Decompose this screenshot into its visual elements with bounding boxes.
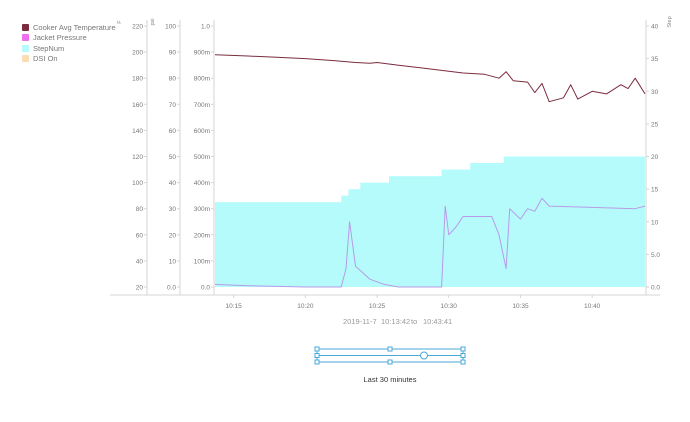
tick-label-temperature: 180 (132, 76, 143, 83)
legend-label: StepNum (33, 43, 65, 53)
axis-unit-step: Step (667, 16, 673, 27)
legend-item-dsi-on[interactable]: DSI On (22, 54, 116, 65)
legend-item-cooker-avg-temperature[interactable]: Cooker Avg Temperature (22, 22, 116, 33)
tick-label-pressure: 30 (169, 206, 177, 213)
legend-swatch (22, 23, 29, 31)
range-slider[interactable] (314, 346, 466, 365)
series-line-jacket-pressure (214, 197, 646, 288)
stepnum-area (215, 156, 645, 287)
tick-label-pressure: 80 (169, 76, 177, 83)
tick-label-pressure: 20 (169, 232, 177, 239)
tick-label-dsi: 200m (194, 232, 210, 239)
tick-label-dsi: 600m (194, 128, 210, 135)
plot-area (110, 54, 660, 296)
axis-unit-temperature: F (117, 20, 123, 24)
legend-swatch (22, 55, 29, 63)
tick-label-step: 25 (651, 121, 659, 128)
x-axis: 10:15 10:20 10:25 10:30 10:35 10:40 (226, 295, 601, 310)
y-axes: 20 40 60 80 100 120 140 160 180 200 220 F 0.0 10 20 30 4… (117, 16, 673, 295)
tick-label-pressure: 10 (169, 258, 177, 265)
tick-label-pressure: 40 (169, 180, 177, 187)
date-range-start: 10:13:42 (381, 317, 411, 326)
tick-label-temperature: 40 (136, 258, 144, 265)
tick-label-pressure: 70 (169, 102, 177, 109)
legend-item-jacket-pressure[interactable]: Jacket Pressure (22, 33, 116, 44)
x-tick-label: 10:25 (369, 303, 386, 310)
slider-handle (314, 346, 320, 352)
legend-label: DSI On (33, 54, 58, 64)
tick-label-temperature: 160 (132, 102, 143, 109)
tick-label-temperature: 20 (136, 285, 144, 292)
tick-label-dsi: 0.0 (201, 285, 210, 292)
date-range-date: 2019-11-7 (343, 317, 377, 326)
tick-label-dsi: 1.0 (201, 24, 210, 31)
tick-label-temperature: 120 (132, 154, 143, 161)
x-tick-label: 10:30 (441, 303, 458, 310)
legend-item-stepnum[interactable]: StepNum (22, 43, 116, 54)
tick-label-dsi: 800m (194, 76, 210, 83)
range-caption: Last 30 minutes (363, 375, 417, 384)
tick-label-pressure: 100 (165, 24, 176, 31)
slider-thumb (420, 351, 428, 360)
date-range-end: 10:43:41 (423, 317, 453, 326)
tick-label-pressure: 90 (169, 50, 177, 57)
tick-label-dsi: 300m (194, 206, 210, 213)
slider-handle (314, 359, 320, 365)
tick-label-dsi: 100m (194, 258, 210, 265)
tick-label-step: 5.0 (651, 252, 660, 259)
x-tick-label: 10:35 (512, 303, 529, 310)
tick-label-pressure: 60 (169, 128, 177, 135)
tick-label-dsi: 900m (194, 50, 210, 57)
tick-label-temperature: 100 (132, 180, 143, 187)
slider-handle (387, 346, 393, 352)
slider-handle (460, 359, 466, 365)
tick-label-step: 15 (651, 187, 659, 194)
tick-label-dsi: 500m (194, 154, 210, 161)
tick-label-dsi: 700m (194, 102, 210, 109)
tick-label-temperature: 60 (136, 232, 144, 239)
legend-label: Jacket Pressure (33, 33, 87, 43)
series-line-cooker-avg-temperature (214, 54, 646, 103)
legend: Cooker Avg Temperature Jacket Pressure S… (22, 22, 116, 64)
legend-swatch (22, 34, 29, 42)
tick-label-step: 10 (651, 219, 659, 226)
legend-swatch (22, 44, 29, 52)
slider-handle (314, 353, 320, 358)
tick-label-temperature: 80 (136, 206, 144, 213)
date-range-separator: to (411, 317, 418, 326)
x-tick-label: 10:40 (584, 303, 601, 310)
tick-label-step: 40 (651, 24, 659, 31)
tick-label-step: 20 (651, 154, 659, 161)
axis-unit-pressure: psi (150, 18, 156, 25)
tick-label-dsi: 400m (194, 180, 210, 187)
tick-label-step: 30 (651, 89, 659, 96)
slider-handle (387, 359, 393, 365)
x-tick-label: 10:15 (226, 303, 243, 310)
tick-label-temperature: 200 (132, 50, 143, 57)
x-tick-label: 10:20 (297, 303, 314, 310)
slider-handle (460, 353, 466, 358)
legend-label: Cooker Avg Temperature (33, 22, 116, 32)
slider-handle (460, 346, 466, 352)
tick-label-temperature: 220 (132, 24, 143, 31)
tick-label-pressure: 50 (169, 154, 177, 161)
tick-label-pressure: 0.0 (167, 285, 176, 292)
tick-label-step: 0.0 (651, 285, 660, 292)
tick-label-temperature: 140 (132, 128, 143, 135)
tick-label-step: 35 (651, 56, 659, 63)
